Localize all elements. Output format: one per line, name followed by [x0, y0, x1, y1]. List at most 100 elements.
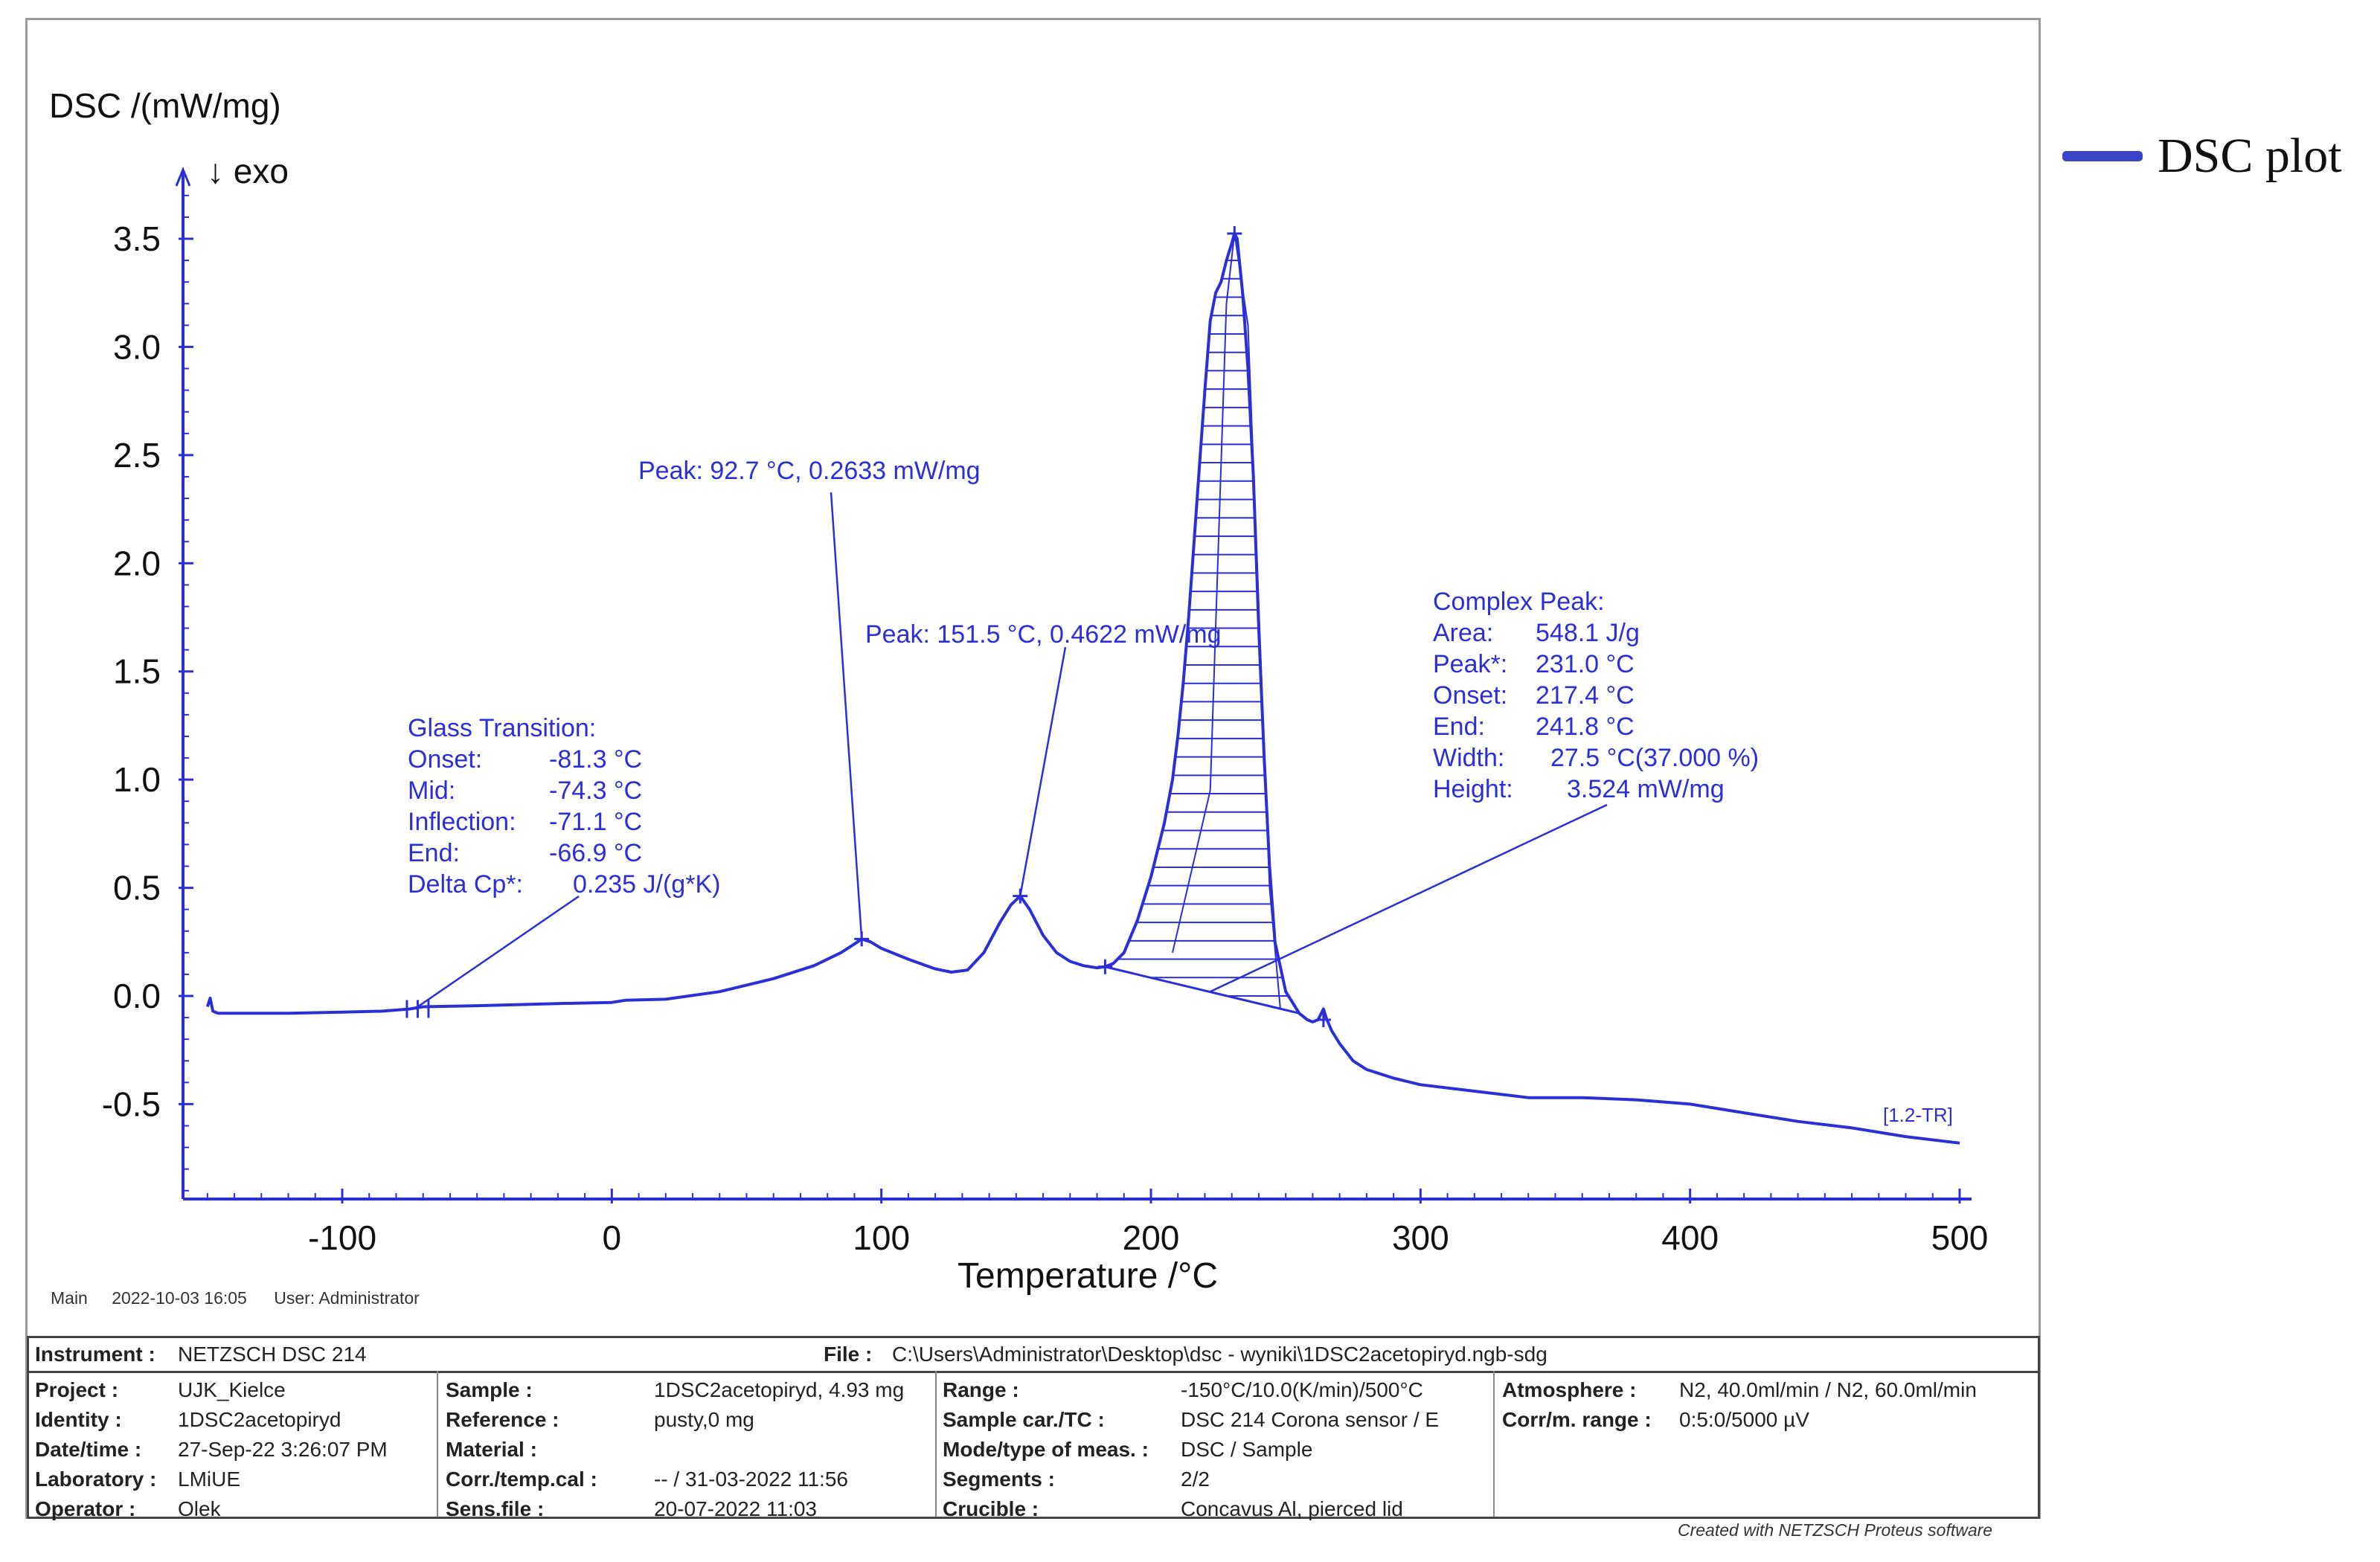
info-value: DSC 214 Corona sensor / E — [1181, 1408, 1440, 1431]
x-tick-label: 200 — [1123, 1218, 1180, 1257]
info-value: N2, 40.0ml/min / N2, 60.0ml/min — [1679, 1378, 1977, 1401]
info-value: UJK_Kielce — [178, 1378, 286, 1401]
peak1-annotation: Peak: 92.7 °C, 0.2633 mW/mg — [638, 457, 981, 485]
annotation-leader — [830, 492, 863, 939]
info-value: 2/2 — [1181, 1468, 1210, 1491]
footer-user: User: Administrator — [274, 1288, 420, 1308]
footer-meta: Main 2022-10-03 16:05 User: Administrato… — [51, 1288, 420, 1308]
annotation-leader — [1019, 646, 1067, 896]
info-label: Mode/type of meas. : — [943, 1438, 1149, 1461]
x-axis-label: Temperature /°C — [958, 1256, 1218, 1296]
y-tick-label: 3.5 — [113, 219, 161, 258]
cp-value: 217.4 °C — [1536, 681, 1635, 710]
y-tick-label: 0.0 — [113, 977, 161, 1015]
gt-label: Onset: — [408, 745, 482, 774]
info-value: DSC / Sample — [1181, 1438, 1313, 1461]
file-value: C:\Users\Administrator\Desktop\dsc - wyn… — [892, 1343, 1547, 1366]
annotation-leader — [1210, 803, 1608, 993]
info-value: 1DSC2acetopiryd — [178, 1408, 341, 1431]
info-value: 1DSC2acetopiryd, 4.93 mg — [654, 1378, 905, 1401]
info-label: Reference : — [446, 1408, 559, 1431]
peak2-annotation: Peak: 151.5 °C, 0.4622 mW/mg — [865, 620, 1222, 649]
y-tick-label: 3.0 — [113, 327, 161, 366]
info-value: 20-07-2022 11:03 — [654, 1497, 817, 1520]
glass-transition-annotation: Glass Transition: Onset: -81.3 °C Mid: -… — [408, 714, 720, 899]
info-top-row: Instrument : NETZSCH DSC 214 File : C:\U… — [29, 1338, 2038, 1373]
peak-marker — [1097, 959, 1113, 974]
instrument-value: NETZSCH DSC 214 — [178, 1343, 367, 1366]
info-label: Project : — [35, 1378, 119, 1401]
info-value: pusty,0 mg — [654, 1408, 754, 1431]
gt-label: Inflection: — [408, 808, 516, 836]
legend: DSC plot — [2062, 128, 2342, 184]
y-tick-label: 2.5 — [113, 436, 161, 475]
gt-label: Mid: — [408, 777, 455, 805]
info-divider — [935, 1371, 937, 1517]
x-tick-label: -100 — [308, 1218, 376, 1257]
info-table: Instrument : NETZSCH DSC 214 File : C:\U… — [27, 1336, 2040, 1520]
info-label: Crucible : — [943, 1497, 1039, 1520]
peak-marker — [1227, 226, 1242, 242]
info-value: Concavus Al, pierced lid — [1181, 1497, 1403, 1520]
instrument-label: Instrument : — [35, 1343, 155, 1366]
axes: 3.5 3.0 2.5 2.0 1.5 1.0 0.5 0.0 -0.5 -100 0 100 200 3… — [102, 167, 1989, 1257]
info-label: Corr./temp.cal : — [446, 1468, 597, 1491]
gt-value: -81.3 °C — [549, 745, 642, 774]
gt-value: -66.9 °C — [549, 839, 642, 867]
cp-value: 548.1 J/g — [1536, 619, 1640, 647]
x-tick-label: 500 — [1931, 1218, 1989, 1257]
y-tick-label: 2.0 — [113, 544, 161, 582]
cp-label: Onset: — [1433, 681, 1507, 710]
peak-construction — [1210, 991, 1300, 1015]
series-layer — [205, 232, 1960, 1145]
software-credit: Created with NETZSCH Proteus software — [1678, 1520, 1993, 1540]
footer-main: Main — [51, 1288, 88, 1308]
cp-label: End: — [1433, 713, 1485, 741]
annotations — [405, 226, 1608, 1027]
info-label: Sens.file : — [446, 1497, 545, 1520]
gt-label: End: — [408, 839, 460, 867]
info-label: Segments : — [943, 1468, 1055, 1491]
info-label: Identity : — [35, 1408, 122, 1431]
info-divider — [1493, 1371, 1495, 1517]
y-axis-arrow — [175, 167, 191, 187]
footer-datetime: 2022-10-03 16:05 — [112, 1288, 247, 1308]
x-tick-label: 100 — [853, 1218, 910, 1257]
cp-value: 27.5 °C(37.000 %) — [1550, 744, 1759, 772]
legend-swatch — [2062, 151, 2143, 161]
gt-label: Delta Cp*: — [408, 870, 523, 899]
info-value: LMiUE — [178, 1468, 241, 1491]
info-label: Operator : — [35, 1497, 136, 1520]
info-label: Atmosphere : — [1502, 1378, 1637, 1401]
cp-value: 241.8 °C — [1536, 713, 1635, 741]
info-label: Range : — [943, 1378, 1019, 1401]
info-label: Material : — [446, 1438, 537, 1461]
cp-label: Height: — [1433, 775, 1513, 803]
complex-peak-annotation: Complex Peak: Area: 548.1 J/g Peak*: 231… — [1433, 588, 1759, 803]
info-label: Corr/m. range : — [1502, 1408, 1652, 1431]
y-tick-label: -0.5 — [102, 1084, 161, 1123]
cp-value: 3.524 mW/mg — [1567, 775, 1725, 803]
info-label: Sample car./TC : — [943, 1408, 1105, 1431]
dsc-curve — [205, 232, 1960, 1145]
legend-label: DSC plot — [2158, 129, 2342, 183]
x-tick-label: 400 — [1661, 1218, 1719, 1257]
gt-value: -71.1 °C — [549, 808, 642, 836]
gt-value: 0.235 J/(g*K) — [573, 870, 720, 899]
complex-peak-title: Complex Peak: — [1433, 588, 1605, 616]
info-label: Laboratory : — [35, 1468, 157, 1491]
file-label: File : — [824, 1343, 873, 1366]
info-value: -- / 31-03-2022 11:56 — [654, 1468, 848, 1491]
annotation-leader — [417, 895, 580, 1008]
x-tick-label: 300 — [1392, 1218, 1449, 1257]
info-divider — [437, 1371, 438, 1517]
cp-label: Area: — [1433, 619, 1493, 647]
info-value: 0:5:0/5000 µV — [1679, 1408, 1809, 1431]
info-label: Sample : — [446, 1378, 533, 1401]
cp-label: Width: — [1433, 744, 1504, 772]
info-label: Date/time : — [35, 1438, 142, 1461]
y-tick-label: 1.5 — [113, 652, 161, 691]
x-tick-label: 0 — [603, 1218, 622, 1257]
info-value: 27-Sep-22 3:26:07 PM — [178, 1438, 388, 1461]
